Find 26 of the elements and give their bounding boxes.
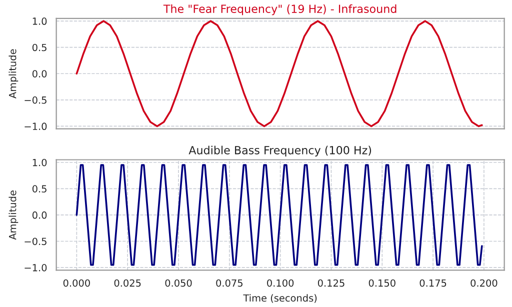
y-tick-label: −1.0 — [24, 264, 47, 272]
line-series — [76, 164, 483, 266]
y-axis-title: Amplitude — [8, 49, 18, 98]
y-tick-label: −0.5 — [24, 96, 46, 104]
y-tick-label: 0.5 — [32, 185, 46, 192]
y-tick-label: 0.0 — [32, 211, 47, 219]
x-tick-label: 0.075 — [216, 279, 242, 287]
x-tick-label: 0.025 — [114, 279, 141, 287]
y-tick-label: 1.0 — [32, 158, 47, 166]
y-tick-label: 0.5 — [32, 44, 46, 52]
y-axis-title: Amplitude — [8, 190, 18, 240]
y-tick-label: 0.0 — [32, 70, 47, 78]
y-tick-label: −1.0 — [24, 122, 47, 130]
x-tick-label: 0.150 — [368, 279, 396, 287]
x-tick-label: 0.000 — [63, 279, 90, 287]
x-tick-label: 0.125 — [318, 279, 344, 287]
x-tick-label: 0.050 — [165, 279, 192, 287]
chart-title: The "Fear Frequency" (19 Hz) - Infrasound — [163, 4, 396, 16]
line-series — [76, 20, 483, 128]
x-axis-title: Time (seconds) — [243, 294, 317, 303]
x-tick-label: 0.200 — [470, 279, 498, 287]
y-tick-label: −0.5 — [24, 238, 46, 246]
chart-title: Audible Bass Frequency (100 Hz) — [188, 146, 372, 157]
y-tick-label: 1.0 — [32, 18, 47, 25]
x-tick-label: 0.100 — [267, 279, 294, 287]
x-tick-label: 0.175 — [420, 279, 446, 287]
